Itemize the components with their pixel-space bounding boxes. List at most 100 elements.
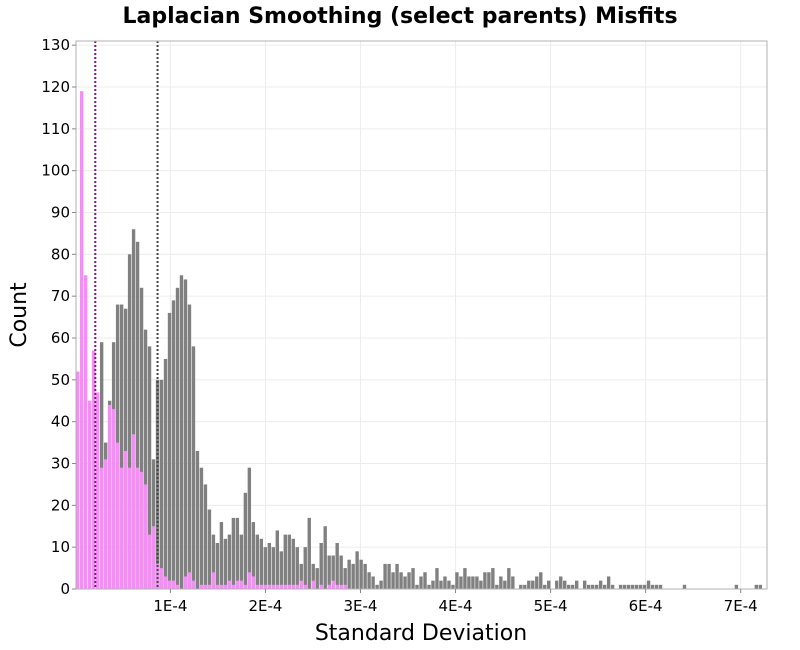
histogram-bar-series-1 — [491, 568, 495, 589]
histogram-bar-series-1 — [503, 580, 507, 589]
histogram-bar-series-1 — [99, 342, 104, 589]
histogram-bar-series-2 — [95, 392, 100, 589]
histogram-bar-series-1 — [215, 542, 220, 589]
histogram-bar-series-2 — [275, 584, 279, 589]
histogram-bar-series-2 — [91, 350, 96, 589]
histogram-bar-series-1 — [127, 254, 132, 589]
histogram-bar-series-1 — [471, 576, 475, 589]
x-axis: 1E-4 2E-4 3E-4 4E-4 5E-4 6E-4 7E-4 — [153, 589, 758, 615]
histogram-bar-series-1 — [243, 492, 248, 589]
histogram-bar-series-1 — [151, 459, 156, 589]
histogram-bar-series-2 — [331, 580, 335, 589]
histogram-bar-series-2 — [199, 584, 204, 589]
histogram-bar-series-1 — [555, 580, 559, 589]
histogram-bar-series-1 — [459, 576, 463, 589]
histogram-bar-series-1 — [235, 517, 240, 589]
histogram-bar-series-1 — [195, 450, 200, 589]
histogram-bar-series-1 — [642, 584, 647, 589]
histogram-bar-series-1 — [407, 572, 411, 589]
histogram-bar-series-2 — [76, 371, 80, 589]
histogram-bar-series-2 — [255, 584, 260, 589]
histogram-bar-series-1 — [331, 555, 335, 589]
x-tick-label: 5E-4 — [534, 597, 568, 615]
histogram-bar-series-1 — [447, 580, 451, 589]
histogram-bar-series-2 — [175, 584, 180, 589]
histogram-bar-series-2 — [103, 459, 108, 589]
histogram-bar-series-2 — [339, 584, 343, 589]
histogram-bar-series-1 — [539, 572, 543, 589]
x-tick-label: 4E-4 — [439, 597, 473, 615]
histogram-bar-series-1 — [511, 576, 515, 589]
histogram-bar-series-1 — [279, 551, 283, 589]
histogram-bar-series-1 — [658, 584, 663, 589]
histogram-bar-series-1 — [519, 584, 523, 589]
y-tick-label: 80 — [51, 245, 70, 263]
histogram-bar-series-2 — [287, 584, 291, 589]
histogram-bar-series-2 — [83, 275, 88, 589]
histogram-bar-series-2 — [211, 572, 216, 589]
histogram-bar-series-1 — [375, 584, 379, 589]
histogram-bar-series-1 — [586, 584, 591, 589]
histogram-bar-series-2 — [87, 400, 92, 589]
histogram-bar-series-1 — [263, 547, 268, 589]
histogram-bar-series-1 — [427, 584, 431, 589]
histogram-bar-series-1 — [634, 584, 639, 589]
plot-bars — [76, 91, 763, 590]
histogram-bar-series-2 — [263, 584, 268, 589]
histogram-bar-series-1 — [543, 584, 547, 589]
histogram-bar-series-1 — [387, 563, 391, 589]
histogram-bar-series-2 — [131, 434, 136, 589]
histogram-bar-series-1 — [483, 572, 487, 589]
histogram-bar-series-1 — [371, 576, 375, 589]
histogram-bar-series-1 — [131, 229, 136, 590]
histogram-bar-series-1 — [207, 509, 212, 589]
histogram-bar-series-2 — [271, 584, 276, 589]
x-tick-label: 3E-4 — [343, 597, 377, 615]
histogram-bar-series-1 — [451, 584, 455, 589]
histogram-bar-series-1 — [367, 572, 371, 589]
x-tick-label: 7E-4 — [724, 597, 758, 615]
histogram-bar-series-1 — [307, 517, 311, 589]
histogram-bar-series-1 — [435, 568, 439, 589]
histogram-bar-series-1 — [495, 584, 499, 589]
histogram-bar-series-1 — [571, 584, 575, 589]
histogram-bar-series-2 — [147, 534, 152, 589]
y-tick-label: 100 — [41, 162, 70, 180]
histogram-bar-series-1 — [211, 534, 216, 589]
histogram-bar-series-1 — [487, 572, 491, 589]
histogram-bar-series-1 — [163, 358, 168, 589]
histogram-bar-series-1 — [507, 568, 511, 589]
histogram-bar-series-2 — [135, 467, 140, 589]
y-axis: 0 10 20 30 40 50 60 70 80 90 100 110 120 130 — [41, 36, 76, 598]
histogram-bar-series-1 — [415, 584, 419, 589]
histogram-bar-series-1 — [259, 538, 264, 589]
histogram-bar-series-2 — [207, 584, 212, 589]
histogram-bar-series-1 — [119, 304, 124, 589]
histogram-bar-series-1 — [531, 580, 535, 589]
histogram-bar-series-1 — [758, 584, 763, 589]
y-tick-label: 40 — [51, 413, 70, 431]
histogram-bar-series-2 — [291, 584, 295, 589]
histogram-bar-series-1 — [403, 576, 407, 589]
x-tick-label: 2E-4 — [248, 597, 282, 615]
reference-lines — [94, 41, 159, 589]
gridlines — [76, 41, 767, 590]
histogram-bar-series-2 — [299, 580, 303, 589]
histogram-bar-series-1 — [630, 584, 635, 589]
histogram-bar-series-1 — [682, 584, 687, 589]
histogram-bar-series-1 — [303, 547, 307, 589]
histogram-bar-series-1 — [299, 563, 303, 589]
histogram-bar-series-2 — [191, 580, 196, 589]
histogram-bar-series-1 — [231, 517, 236, 589]
histogram-bar-series-1 — [463, 568, 467, 589]
histogram-bar-series-1 — [535, 576, 539, 589]
histogram-bar-series-1 — [475, 576, 479, 589]
histogram-bar-series-2 — [235, 580, 240, 589]
histogram-bar-series-1 — [183, 279, 188, 589]
histogram-bar-series-1 — [606, 576, 611, 589]
histogram-bar-series-1 — [135, 241, 140, 590]
histogram-bar-series-2 — [155, 563, 160, 589]
histogram-bar-series-1 — [650, 584, 655, 589]
histogram-bar-series-1 — [295, 547, 299, 589]
histogram-bar-series-2 — [247, 572, 252, 589]
